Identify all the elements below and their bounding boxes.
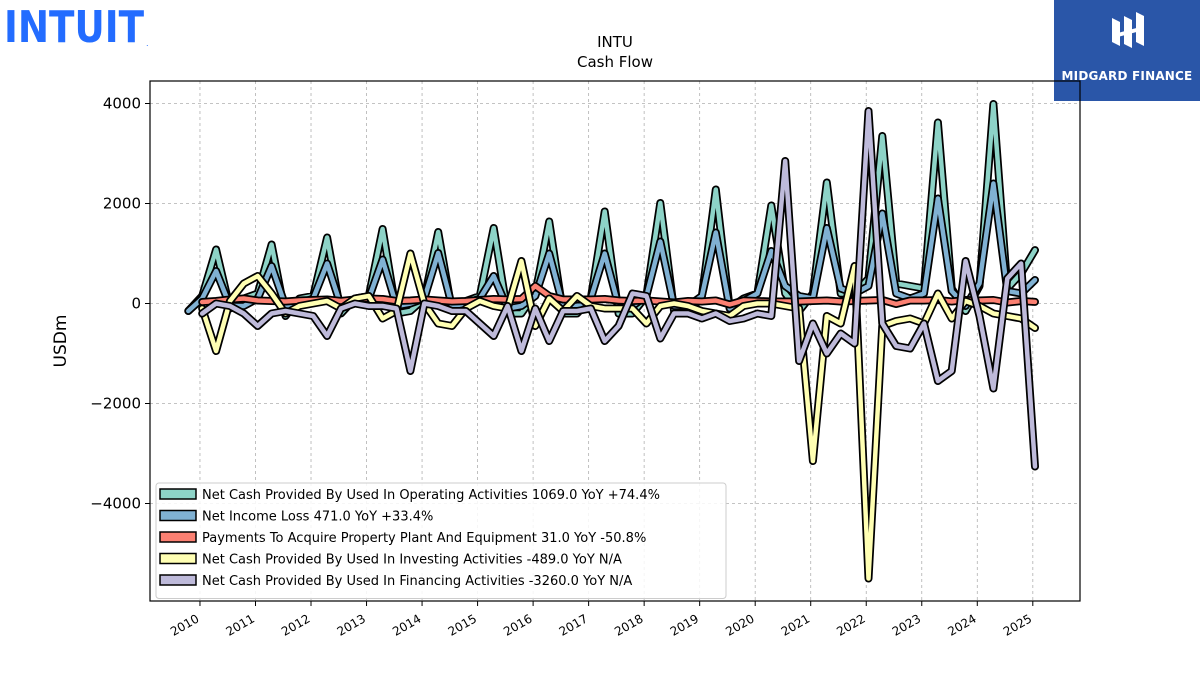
midgard-finance-logo: MIDGARD FINANCE	[1054, 0, 1200, 101]
legend-label: Net Cash Provided By Used In Financing A…	[202, 574, 632, 589]
x-tick-label: 2011	[224, 611, 257, 638]
x-tick-label: 2012	[279, 611, 312, 638]
y-tick-label: 4000	[103, 95, 141, 113]
legend-swatch	[159, 531, 197, 543]
y-tick-label: 2000	[103, 195, 141, 213]
x-tick-label: 2023	[890, 611, 923, 638]
legend-label: Net Income Loss 471.0 YoY +33.4%	[202, 510, 433, 525]
legend-swatch	[159, 552, 197, 565]
series-3-line	[198, 282, 1039, 309]
y-tick-label: −4000	[90, 495, 141, 513]
series-lines	[184, 100, 1039, 583]
intuit-logo: INTUIT .	[4, 2, 154, 53]
x-tick-label: 2022	[834, 611, 867, 638]
x-tick-label: 2010	[168, 611, 201, 638]
series-5-line	[198, 107, 1039, 471]
legend: Net Cash Provided By Used In Operating A…	[155, 482, 727, 599]
series-2-stroke	[186, 181, 1038, 314]
legend-label: Payments To Acquire Property Plant And E…	[202, 531, 646, 546]
x-tick-label: 2025	[1001, 611, 1034, 638]
legend-label: Net Cash Provided By Used In Investing A…	[202, 553, 622, 568]
midgard-emblem-icon	[1112, 12, 1144, 48]
legend-item-4: Net Cash Provided By Used In Investing A…	[159, 552, 622, 568]
x-tick-label: 2021	[779, 611, 812, 638]
legend-label: Net Cash Provided By Used In Operating A…	[202, 488, 660, 503]
x-tick-label: 2017	[557, 611, 590, 638]
y-axis: −4000 −2000 0 2000 4000	[90, 95, 150, 513]
y-tick-label: 0	[131, 295, 141, 313]
x-axis: 2010 2011 2012 2013 2014 2015 2016 2017 2018 2019…	[168, 601, 1034, 639]
x-tick-label: 2013	[335, 611, 368, 638]
series-5-stroke	[199, 108, 1038, 469]
x-tick-label: 2018	[612, 611, 645, 638]
intuit-logo-text: INTUIT	[4, 2, 144, 48]
legend-item-3: Payments To Acquire Property Plant And E…	[159, 531, 646, 546]
y-axis-label: USDm	[51, 315, 71, 368]
x-tick-label: 2019	[668, 611, 701, 638]
legend-item-1: Net Cash Provided By Used In Operating A…	[159, 488, 660, 503]
x-tick-label: 2015	[446, 611, 479, 638]
chart-subtitle: Cash Flow	[577, 53, 653, 71]
series-3-stroke	[199, 283, 1038, 307]
x-tick-label: 2024	[945, 611, 978, 638]
x-tick-label: 2016	[501, 611, 534, 638]
legend-swatch	[159, 488, 197, 500]
svg-text:.: .	[146, 39, 149, 48]
legend-item-5: Net Cash Provided By Used In Financing A…	[159, 574, 632, 589]
chart-title: INTU	[597, 33, 633, 51]
legend-box	[155, 482, 727, 599]
legend-item-2: Net Income Loss 471.0 YoY +33.4%	[159, 509, 433, 525]
plot-frame	[149, 80, 1081, 602]
legend-swatch	[159, 509, 197, 522]
y-tick-label: −2000	[90, 395, 141, 413]
series-2-line	[184, 179, 1039, 315]
midgard-finance-label: MIDGARD FINANCE	[1061, 69, 1193, 83]
legend-swatch	[159, 574, 197, 586]
x-tick-label: 2014	[390, 611, 423, 638]
x-tick-label: 2020	[723, 611, 756, 638]
